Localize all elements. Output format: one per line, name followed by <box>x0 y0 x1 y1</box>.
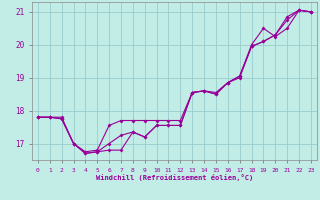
X-axis label: Windchill (Refroidissement éolien,°C): Windchill (Refroidissement éolien,°C) <box>96 174 253 181</box>
